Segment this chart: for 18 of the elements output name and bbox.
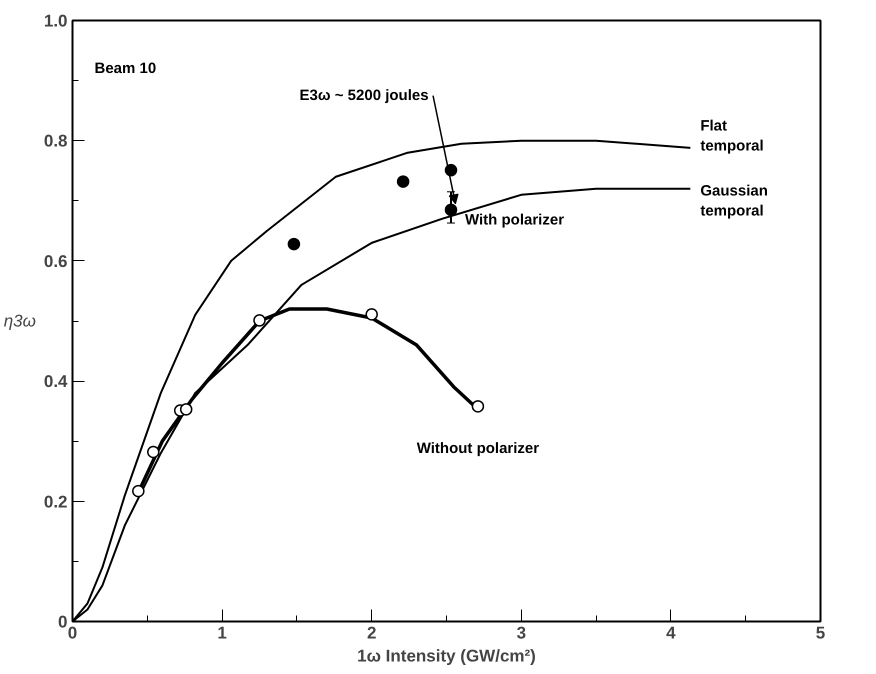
annotation: Beam 10	[94, 60, 156, 77]
series-label: Gaussian temporal	[700, 182, 768, 220]
annotation: With polarizer	[464, 211, 564, 228]
y-tick-label: 0.4	[44, 372, 68, 392]
x-tick-label: 5	[816, 624, 826, 642]
x-tick-label: 1	[217, 624, 227, 642]
annotation: E3ω ~ 5200 joules	[300, 87, 429, 104]
x-tick-label: 3	[516, 624, 526, 642]
y-tick-label: 0.8	[44, 132, 68, 151]
x-tick-label: 4	[666, 624, 676, 642]
x-tick-label: 2	[366, 624, 376, 642]
y-tick-label: 1.0	[44, 12, 68, 30]
x-axis-title: 1ω Intensity (GW/cm²)	[357, 646, 536, 666]
y-tick-label: 0.6	[44, 252, 68, 271]
series-label: Flat temporal	[700, 117, 764, 154]
y-axis-title: η3ω	[4, 312, 36, 330]
annotation: Without polarizer	[416, 440, 540, 457]
y-tick-label: 0.2	[44, 492, 68, 512]
